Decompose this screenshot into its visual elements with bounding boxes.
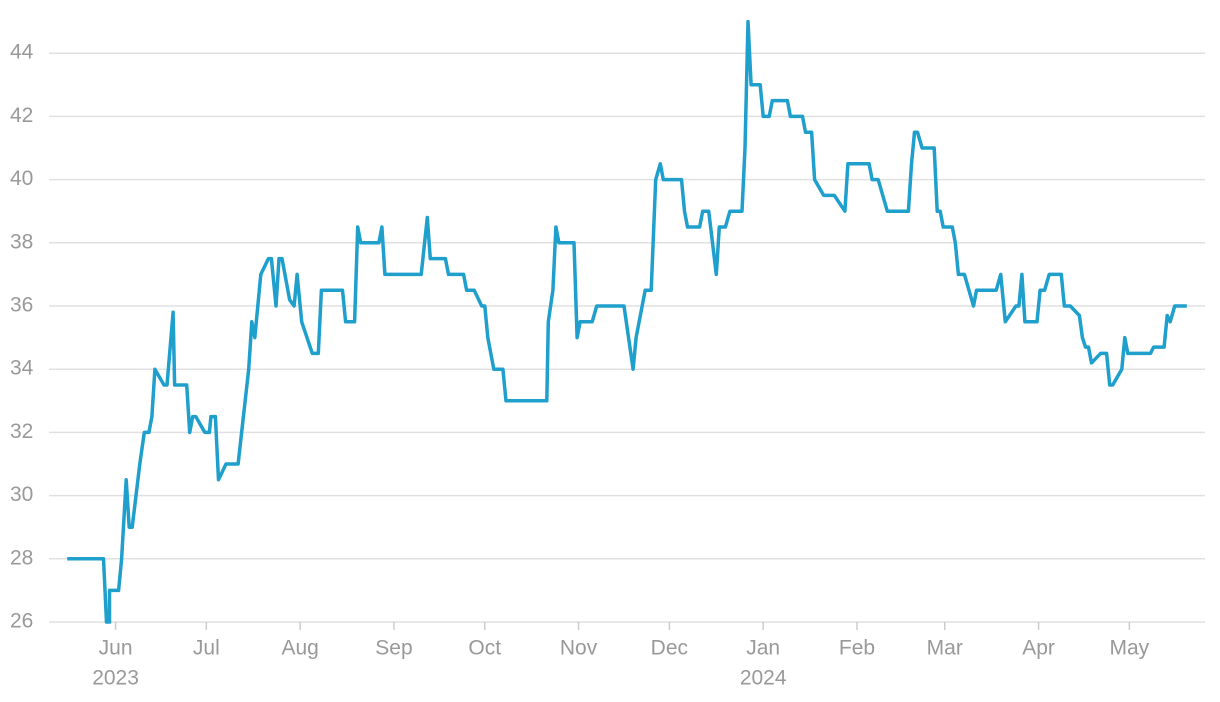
line xyxy=(67,19,1187,624)
y-tick-label: 32 xyxy=(10,420,33,443)
x-tick-label: Aug xyxy=(281,637,318,660)
y-tick-label: 40 xyxy=(10,167,33,190)
x-tick-label: Feb xyxy=(839,637,875,660)
x-tick-label: Jan xyxy=(746,637,780,660)
y-tick-label: 30 xyxy=(10,483,33,506)
x-tick-label: Mar xyxy=(927,637,963,660)
x-tick-label: Apr xyxy=(1022,637,1055,660)
y-tick-label: 38 xyxy=(10,230,33,253)
x-year-label: 2024 xyxy=(740,667,787,690)
y-tick-label: 26 xyxy=(10,610,33,633)
y-tick-label: 28 xyxy=(10,546,33,569)
y-tick-label: 42 xyxy=(10,104,33,127)
x-tick-label: Sep xyxy=(375,637,412,660)
y-tick-label: 36 xyxy=(10,294,33,317)
x-year-label: 2023 xyxy=(92,667,139,690)
x-tick-label: May xyxy=(1110,637,1150,660)
y-tick-label: 44 xyxy=(10,41,34,64)
y-tick-label: 34 xyxy=(10,357,34,380)
x-tick-label: Dec xyxy=(651,637,688,660)
x-tick-label: Nov xyxy=(560,637,598,660)
x-tick-label: Jun xyxy=(99,637,133,660)
x-tick-label: Oct xyxy=(468,637,501,660)
x-tick-label: Jul xyxy=(193,637,220,660)
